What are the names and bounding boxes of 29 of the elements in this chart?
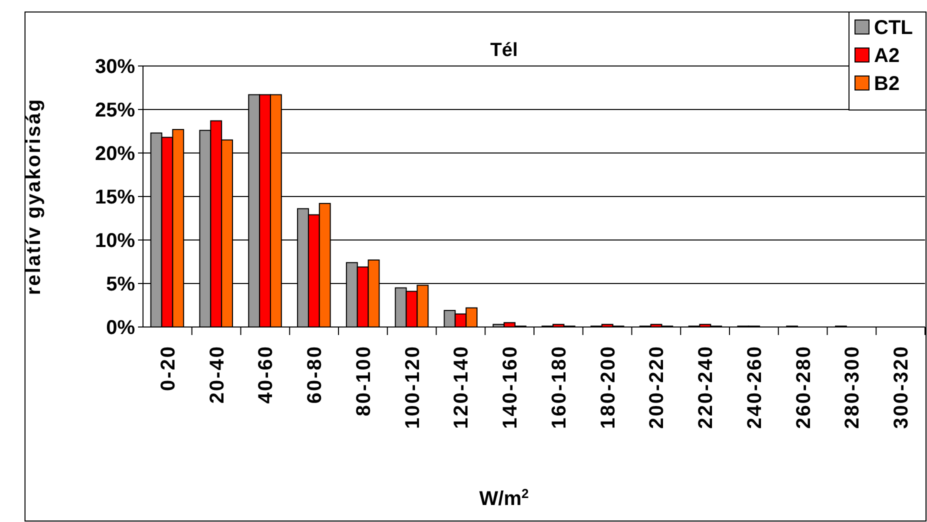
y-tick-label: 20% [94, 143, 136, 165]
x-tick-label: 200-220 [646, 345, 668, 429]
x-tick-label: 160-180 [548, 345, 570, 429]
x-tick-label: 80-100 [352, 345, 375, 416]
x-tick-label: 180-200 [597, 345, 620, 429]
x-tick-label: 220-240 [695, 345, 718, 429]
x-tick-label: 300-320 [890, 345, 913, 429]
y-tick-label: 0% [106, 317, 136, 339]
y-tick-label: 30% [94, 56, 136, 78]
y-tick-label: 15% [94, 186, 136, 208]
y-tick-label: 5% [106, 274, 136, 296]
legend-label: B2 [874, 73, 900, 95]
x-axis-title: W/m$^{2}$ [479, 486, 529, 510]
x-tick-label: 20-40 [206, 345, 228, 404]
x-tick-label: 120-140 [450, 345, 473, 429]
x-tick-label: 100-120 [402, 345, 424, 429]
x-tick-label: 60-80 [304, 345, 326, 404]
legend-label: A2 [874, 45, 900, 67]
y-tick-label: 10% [94, 230, 136, 252]
legend-label: CTL [874, 17, 913, 39]
x-tick-label: 280-300 [842, 345, 864, 429]
y-tick-label: 25% [94, 100, 136, 122]
x-tick-label: 140-160 [500, 345, 522, 429]
chart-title: Tél [490, 40, 518, 61]
x-tick-label: 40-60 [255, 345, 278, 404]
y-axis-title: relatív gyakoriság [23, 98, 45, 296]
x-tick-label: 260-280 [792, 345, 815, 429]
x-tick-label: 0-20 [157, 345, 180, 392]
x-tick-label: 240-260 [744, 345, 766, 429]
